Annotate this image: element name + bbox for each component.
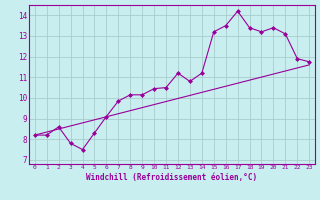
X-axis label: Windchill (Refroidissement éolien,°C): Windchill (Refroidissement éolien,°C) <box>86 173 258 182</box>
